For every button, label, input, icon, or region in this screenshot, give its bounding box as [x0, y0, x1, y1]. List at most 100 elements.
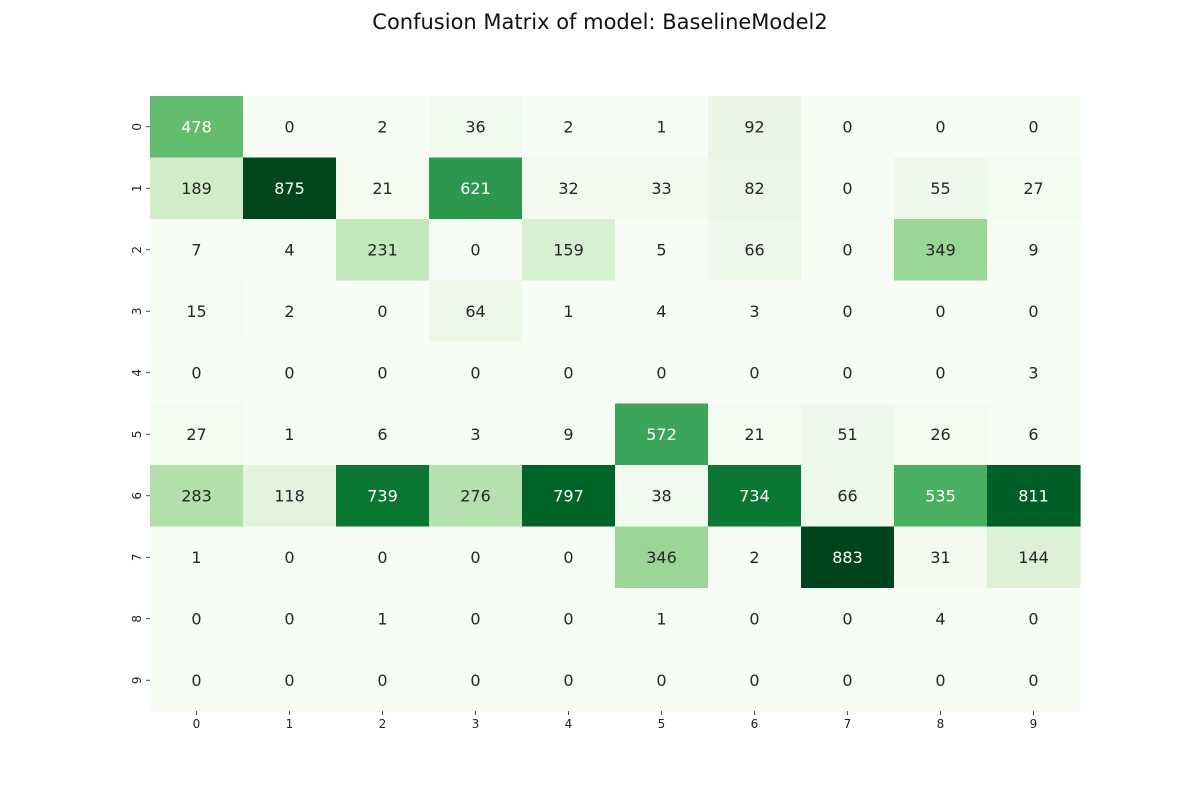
heatmap-cell-label-r9-c7: 0 [842, 671, 852, 690]
heatmap-cell-label-r0-c8: 0 [935, 117, 945, 136]
heatmap-cell-label-r8-c3: 0 [470, 609, 480, 628]
heatmap-cell-label-r0-c3: 36 [465, 117, 485, 136]
heatmap-cell-label-r7-c6: 2 [749, 548, 759, 567]
heatmap-cell-r5-c5 [615, 403, 709, 466]
heatmap-cell-label-r7-c7: 883 [832, 548, 863, 567]
heatmap-cell-r5-c9 [987, 403, 1081, 466]
heatmap-cell-label-r2-c4: 159 [553, 240, 584, 259]
heatmap-cell-r4-c0 [150, 342, 244, 405]
heatmap-cell-label-r5-c0: 27 [186, 425, 206, 444]
y-tick-label-7: 7 [130, 553, 144, 561]
heatmap-cell-label-r4-c5: 0 [656, 363, 666, 382]
heatmap-cell-label-r6-c5: 38 [651, 486, 671, 505]
x-tick-label-4: 4 [565, 717, 573, 731]
heatmap-cell-r2-c8 [894, 219, 988, 282]
heatmap-cell-r1-c1 [243, 157, 337, 220]
heatmap-cell-label-r6-c6: 734 [739, 486, 770, 505]
y-tick-label-5: 5 [130, 430, 144, 438]
x-tick-label-7: 7 [844, 717, 852, 731]
heatmap-cell-label-r5-c7: 51 [837, 425, 857, 444]
heatmap-cell-label-r8-c1: 0 [284, 609, 294, 628]
heatmap-cell-label-r9-c8: 0 [935, 671, 945, 690]
heatmap-cell-r9-c4 [522, 649, 616, 712]
heatmap-cell-r9-c3 [429, 649, 523, 712]
heatmap-cell-r6-c9 [987, 465, 1081, 528]
heatmap-cell-label-r2-c1: 4 [284, 240, 294, 259]
heatmap-cell-r7-c1 [243, 526, 337, 589]
x-tick-label-9: 9 [1030, 717, 1038, 731]
heatmap-cell-label-r5-c6: 21 [744, 425, 764, 444]
heatmap-cell-label-r6-c2: 739 [367, 486, 398, 505]
heatmap-cell-label-r2-c3: 0 [470, 240, 480, 259]
chart-title: Confusion Matrix of model: BaselineModel… [372, 10, 828, 34]
heatmap-cell-r3-c0 [150, 280, 244, 343]
heatmap-cell-label-r2-c7: 0 [842, 240, 852, 259]
heatmap-cell-r3-c5 [615, 280, 709, 343]
heatmap-cell-label-r1-c1: 875 [274, 179, 305, 198]
heatmap-cell-r2-c9 [987, 219, 1081, 282]
heatmap-cell-r8-c0 [150, 588, 244, 651]
heatmap-cell-label-r3-c2: 0 [377, 302, 387, 321]
heatmap-cells [150, 96, 1081, 712]
heatmap-cell-label-r9-c5: 0 [656, 671, 666, 690]
heatmap-cell-r8-c4 [522, 588, 616, 651]
heatmap-cell-r1-c3 [429, 157, 523, 220]
heatmap-cell-label-r6-c0: 283 [181, 486, 212, 505]
heatmap-cell-label-r7-c8: 31 [930, 548, 950, 567]
heatmap-cell-r5-c6 [708, 403, 802, 466]
heatmap-cell-label-r6-c4: 797 [553, 486, 584, 505]
heatmap-cell-r0-c4 [522, 96, 616, 159]
heatmap-cell-label-r6-c9: 811 [1018, 486, 1049, 505]
heatmap-cell-r1-c5 [615, 157, 709, 220]
heatmap-cell-r3-c4 [522, 280, 616, 343]
heatmap-cell-r8-c7 [801, 588, 895, 651]
heatmap-cell-label-r5-c8: 26 [930, 425, 950, 444]
x-tick-label-6: 6 [751, 717, 759, 731]
heatmap-cell-label-r6-c1: 118 [274, 486, 305, 505]
heatmap-cell-label-r4-c9: 3 [1028, 363, 1038, 382]
heatmap-cell-r7-c9 [987, 526, 1081, 589]
y-tick-label-4: 4 [130, 369, 144, 377]
heatmap-cell-label-r3-c5: 4 [656, 302, 666, 321]
heatmap-cell-label-r7-c9: 144 [1018, 548, 1049, 567]
heatmap-cell-r2-c6 [708, 219, 802, 282]
heatmap-cell-r9-c7 [801, 649, 895, 712]
heatmap-cell-r4-c7 [801, 342, 895, 405]
heatmap-cell-label-r1-c3: 621 [460, 179, 491, 198]
heatmap-cell-r8-c3 [429, 588, 523, 651]
heatmap-cell-r1-c8 [894, 157, 988, 220]
heatmap-cell-label-r5-c5: 572 [646, 425, 677, 444]
heatmap-cell-r6-c6 [708, 465, 802, 528]
heatmap-cell-r7-c8 [894, 526, 988, 589]
heatmap-cell-label-r0-c2: 2 [377, 117, 387, 136]
heatmap-cell-r1-c9 [987, 157, 1081, 220]
heatmap-cell-label-r8-c4: 0 [563, 609, 573, 628]
heatmap-cell-r5-c7 [801, 403, 895, 466]
heatmap-cell-label-r1-c8: 55 [930, 179, 950, 198]
heatmap-cell-label-r8-c9: 0 [1028, 609, 1038, 628]
heatmap-cell-r1-c0 [150, 157, 244, 220]
heatmap-cell-r2-c2 [336, 219, 430, 282]
heatmap-cell-label-r4-c1: 0 [284, 363, 294, 382]
heatmap-cell-r4-c9 [987, 342, 1081, 405]
heatmap-cell-r5-c3 [429, 403, 523, 466]
heatmap-cell-r5-c1 [243, 403, 337, 466]
heatmap-cell-r1-c7 [801, 157, 895, 220]
heatmap-cell-r6-c0 [150, 465, 244, 528]
heatmap-cell-label-r8-c6: 0 [749, 609, 759, 628]
heatmap-cell-r3-c8 [894, 280, 988, 343]
heatmap-cell-r0-c8 [894, 96, 988, 159]
heatmap-cell-r3-c1 [243, 280, 337, 343]
heatmap-cell-r0-c6 [708, 96, 802, 159]
heatmap-cell-label-r4-c4: 0 [563, 363, 573, 382]
heatmap-cell-r6-c2 [336, 465, 430, 528]
heatmap-cell-r2-c3 [429, 219, 523, 282]
heatmap-cell-r3-c3 [429, 280, 523, 343]
heatmap-cell-r7-c5 [615, 526, 709, 589]
y-tick-label-0: 0 [130, 123, 144, 131]
heatmap-cell-r8-c5 [615, 588, 709, 651]
x-tick-label-1: 1 [286, 717, 294, 731]
heatmap-cell-r2-c7 [801, 219, 895, 282]
heatmap-cell-r3-c2 [336, 280, 430, 343]
